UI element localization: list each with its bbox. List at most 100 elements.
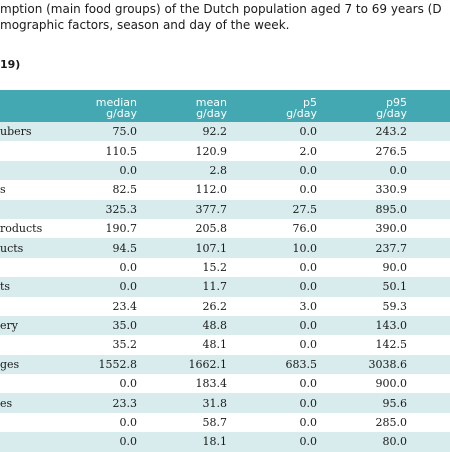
p95-cell: 285.0 <box>375 416 408 430</box>
p95-cell: 330.9 <box>375 183 408 197</box>
food-group-cell <box>0 141 70 160</box>
row-spacer <box>410 316 450 335</box>
table-row: 325.3 377.7 27.5 895.0 <box>0 199 450 219</box>
p5-cell: 27.5 <box>292 202 318 216</box>
row-spacer <box>410 297 450 316</box>
mean-cell: 183.4 <box>195 377 228 391</box>
table-header-row: median g/day mean g/day p5 g/day p95 g/d… <box>0 90 450 122</box>
table-row: 0.0 58.7 0.0 285.0 <box>0 412 450 433</box>
table-row: ubers 75.0 92.2 0.0 243.2 <box>0 122 450 142</box>
table-row: 0.0 18.1 0.0 80.0 <box>0 432 450 452</box>
header-mean: mean g/day <box>195 96 227 120</box>
row-spacer <box>410 122 450 141</box>
mean-cell: 2.8 <box>209 163 228 177</box>
p5-cell: 0.0 <box>299 377 318 391</box>
row-spacer <box>410 161 450 180</box>
p5-cell: 3.0 <box>299 299 318 313</box>
p5-cell: 0.0 <box>299 163 318 177</box>
food-group-cell: ubers <box>0 125 32 139</box>
p5-cell: 0.0 <box>299 183 318 197</box>
p95-cell: 143.0 <box>375 319 408 333</box>
median-cell: 0.0 <box>119 260 138 274</box>
header-median: median g/day <box>95 96 137 120</box>
header-food-group <box>0 90 70 122</box>
table-row: 0.0 183.4 0.0 900.0 <box>0 374 450 394</box>
mean-cell: 11.7 <box>202 280 228 294</box>
table-row: 0.0 2.8 0.0 0.0 <box>0 160 450 181</box>
food-group-cell <box>0 335 70 354</box>
median-cell: 325.3 <box>105 202 138 216</box>
p5-cell: 10.0 <box>292 241 318 255</box>
food-group-cell <box>0 258 70 277</box>
p5-cell: 0.0 <box>299 319 318 333</box>
p5-cell: 0.0 <box>299 396 318 410</box>
median-cell: 0.0 <box>119 416 138 430</box>
table-row: ucts 94.5 107.1 10.0 237.7 <box>0 238 450 258</box>
p95-cell: 276.5 <box>375 144 408 158</box>
header-p95: p95 g/day <box>376 96 407 120</box>
mean-cell: 15.2 <box>202 260 228 274</box>
median-cell: 23.4 <box>112 299 138 313</box>
row-spacer <box>410 219 450 238</box>
header-spacer <box>410 90 450 122</box>
p95-cell: 0.0 <box>389 163 408 177</box>
median-cell: 94.5 <box>112 241 138 255</box>
mean-cell: 377.7 <box>195 202 228 216</box>
p5-cell: 0.0 <box>299 338 318 352</box>
mean-cell: 205.8 <box>195 222 228 236</box>
p5-cell: 0.0 <box>299 260 318 274</box>
p95-cell: 80.0 <box>382 435 408 449</box>
table-row: ts 0.0 11.7 0.0 50.1 <box>0 277 450 297</box>
table-row: roducts 190.7 205.8 76.0 390.0 <box>0 218 450 239</box>
median-cell: 82.5 <box>112 183 138 197</box>
table-row: ges 1552.8 1662.1 683.5 3038.6 <box>0 354 450 375</box>
mean-cell: 48.1 <box>202 338 228 352</box>
row-spacer <box>410 238 450 257</box>
p5-cell: 2.0 <box>299 144 318 158</box>
table-row: 110.5 120.9 2.0 276.5 <box>0 141 450 161</box>
food-group-cell <box>0 432 70 451</box>
row-spacer <box>410 355 450 374</box>
p95-cell: 95.6 <box>382 396 408 410</box>
mean-cell: 112.0 <box>195 183 228 197</box>
p95-cell: 900.0 <box>375 377 408 391</box>
p5-cell: 0.0 <box>299 416 318 430</box>
table-row: 23.4 26.2 3.0 59.3 <box>0 296 450 316</box>
food-group-cell: ucts <box>0 241 24 255</box>
row-spacer <box>410 258 450 277</box>
caption-line-2: mographic factors, season and day of the… <box>0 18 290 32</box>
row-spacer <box>410 374 450 393</box>
mean-cell: 1662.1 <box>188 357 228 371</box>
median-cell: 0.0 <box>119 435 138 449</box>
mean-cell: 92.2 <box>202 125 228 139</box>
row-spacer <box>410 393 450 412</box>
table-row: s 82.5 112.0 0.0 330.9 <box>0 180 450 200</box>
p95-cell: 90.0 <box>382 260 408 274</box>
p5-cell: 76.0 <box>292 222 318 236</box>
p5-cell: 0.0 <box>299 435 318 449</box>
row-spacer <box>410 141 450 160</box>
mean-cell: 31.8 <box>202 396 228 410</box>
row-spacer <box>410 432 450 451</box>
table-row: es 23.3 31.8 0.0 95.6 <box>0 393 450 413</box>
median-cell: 23.3 <box>112 396 138 410</box>
median-cell: 110.5 <box>105 144 138 158</box>
food-group-cell <box>0 200 70 219</box>
row-spacer <box>410 413 450 432</box>
food-group-cell: roducts <box>0 222 43 236</box>
header-p5: p5 g/day <box>286 96 317 120</box>
p95-cell: 237.7 <box>375 241 408 255</box>
row-spacer <box>410 200 450 219</box>
food-group-cell: ery <box>0 319 18 333</box>
median-cell: 0.0 <box>119 377 138 391</box>
food-group-cell <box>0 297 70 316</box>
row-spacer <box>410 180 450 199</box>
mean-cell: 48.8 <box>202 319 228 333</box>
median-cell: 1552.8 <box>98 357 138 371</box>
food-group-cell: ges <box>0 357 20 371</box>
p95-cell: 390.0 <box>375 222 408 236</box>
mean-cell: 107.1 <box>195 241 228 255</box>
p95-cell: 50.1 <box>382 280 408 294</box>
food-group-cell <box>0 413 70 432</box>
p95-cell: 59.3 <box>382 299 408 313</box>
